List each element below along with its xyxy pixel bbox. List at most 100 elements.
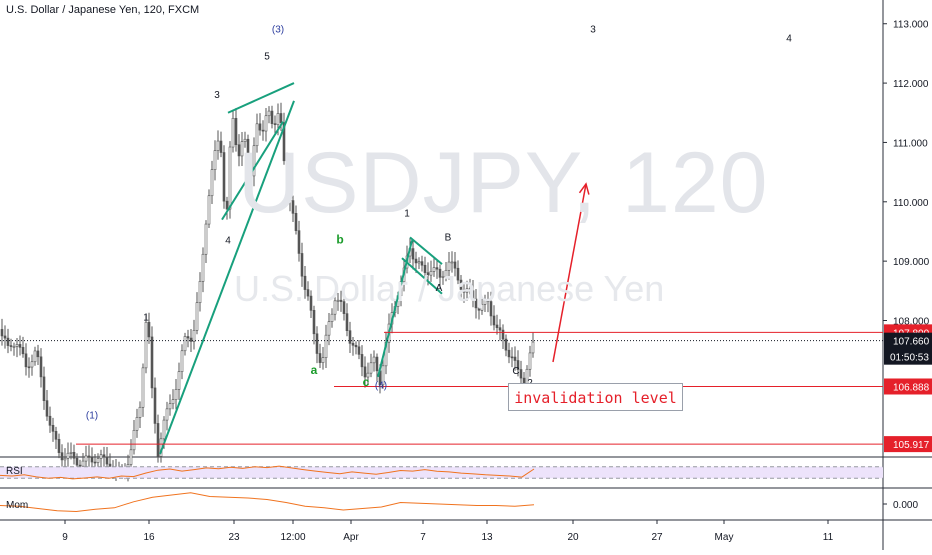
candle-body	[465, 288, 469, 293]
candle-body	[291, 200, 295, 214]
candle-body	[468, 288, 472, 291]
candle-body	[438, 268, 442, 278]
candle-body	[0, 329, 4, 337]
candle-body	[492, 315, 496, 326]
invalidation-label[interactable]: invalidation level	[508, 383, 683, 411]
candle-body	[12, 346, 16, 348]
candle-body	[228, 146, 232, 210]
candle-body	[471, 290, 475, 300]
candle-body	[453, 261, 457, 269]
watermark-name: U.S. Dollar / Japanese Yen	[234, 268, 665, 309]
x-tick-label: 11	[823, 532, 834, 543]
candle-body	[303, 275, 307, 290]
candle-body	[276, 113, 280, 125]
candle-body	[222, 152, 226, 202]
candle-body	[66, 452, 70, 459]
x-tick-label: 23	[228, 532, 240, 543]
candle-body	[180, 350, 184, 372]
candle-body	[420, 261, 424, 266]
arrow-head	[578, 182, 590, 195]
candle-body	[189, 337, 193, 342]
candle-body	[528, 352, 532, 370]
mom-line	[0, 492, 535, 513]
candle-body	[306, 289, 310, 297]
candle-body	[132, 429, 136, 451]
chart-title: U.S. Dollar / Japanese Yen, 120, FXCM	[6, 4, 200, 16]
current-price-tag	[884, 332, 932, 365]
candle-body	[327, 321, 331, 336]
rsi-line	[0, 465, 535, 480]
candle-body	[135, 417, 139, 431]
candle-body	[474, 298, 478, 309]
candle-body	[372, 356, 376, 364]
wave-label: a	[311, 363, 318, 377]
candle-body	[477, 307, 481, 311]
wave-label: A	[436, 283, 443, 294]
candle-body	[207, 195, 211, 225]
candle-body	[93, 461, 97, 464]
candle-body	[321, 357, 325, 363]
candle-body	[264, 115, 268, 132]
candle-body	[57, 438, 61, 453]
candle-body	[216, 140, 220, 151]
candle-body	[300, 253, 304, 277]
candle-body	[345, 313, 349, 331]
candle-body	[201, 253, 205, 282]
candle-body	[147, 321, 151, 338]
candle-body	[444, 269, 448, 277]
candle-body	[324, 334, 328, 358]
watermark-symbol: USDJPY, 120	[238, 135, 769, 231]
x-tick-label: 16	[143, 532, 155, 543]
candle-body	[261, 129, 265, 132]
candle-body	[186, 336, 190, 339]
price-tag	[884, 436, 932, 453]
candle-body	[48, 415, 52, 426]
candle-body	[63, 457, 67, 461]
rsi-label: RSI	[6, 466, 23, 477]
candle-body	[105, 456, 109, 465]
candle-body	[195, 302, 199, 331]
candle-body	[225, 200, 229, 210]
candle-body	[429, 270, 433, 276]
candle-body	[504, 338, 508, 351]
candle-body	[309, 295, 313, 311]
candle-body	[51, 424, 55, 432]
candle-body	[9, 345, 13, 347]
candle-body	[507, 349, 511, 358]
candle-body	[240, 141, 244, 157]
current-price-label: 107.660	[893, 337, 930, 348]
candle-body	[18, 344, 22, 348]
candle-body	[495, 324, 499, 328]
y-tick-label: 108.000	[893, 316, 930, 327]
candle-body	[267, 110, 271, 117]
candle-body	[90, 457, 94, 463]
candle-body	[288, 188, 292, 201]
candle-body	[72, 452, 76, 459]
candle-body	[171, 399, 175, 405]
x-tick-label: 13	[481, 532, 493, 543]
wave-label: (4)	[375, 381, 387, 392]
candle-body	[60, 452, 64, 461]
candle-body	[99, 454, 103, 459]
candle-body	[498, 327, 502, 331]
candle-body	[144, 321, 148, 369]
candle-body	[39, 356, 43, 378]
candle-body	[258, 123, 262, 131]
candle-body	[198, 281, 202, 304]
price-tag-label: 105.917	[893, 440, 930, 451]
candle-body	[243, 138, 247, 142]
wave-label: (3)	[272, 25, 284, 36]
candle-body	[426, 272, 430, 276]
candle-body	[282, 122, 286, 162]
trendline	[409, 236, 443, 265]
trendline	[221, 121, 284, 221]
wave-label: (1)	[86, 410, 98, 421]
candle-body	[129, 449, 133, 465]
candle-body	[336, 299, 340, 302]
wave-label: 3	[590, 25, 596, 36]
candle-body	[219, 140, 223, 153]
candle-body	[333, 300, 337, 315]
y-tick-label: 109.000	[893, 257, 930, 268]
candle-body	[75, 457, 79, 466]
wave-label: 1	[143, 312, 149, 323]
